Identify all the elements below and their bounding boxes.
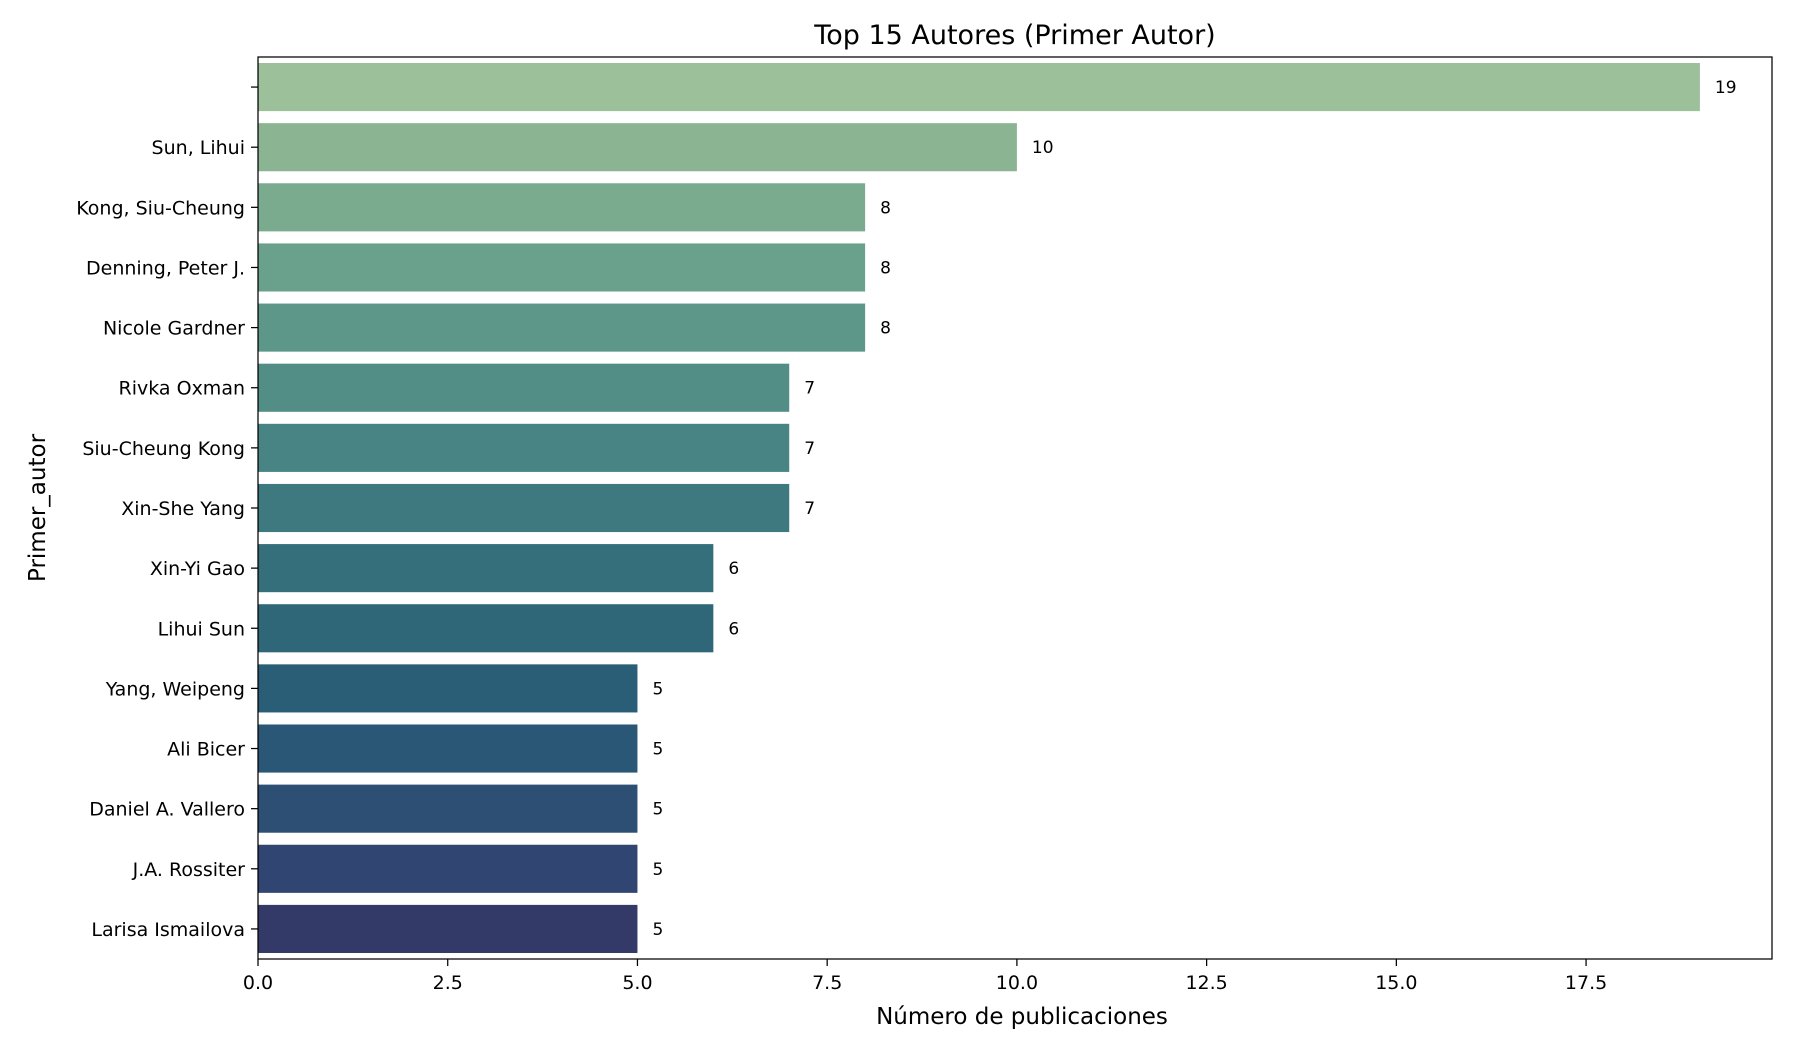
bar xyxy=(258,183,866,232)
y-tick-label: Xin-Yi Gao xyxy=(150,558,245,580)
x-tick-label: 10.0 xyxy=(996,972,1038,994)
bar xyxy=(258,363,790,412)
bar-value-label: 6 xyxy=(728,559,739,579)
bar xyxy=(258,63,1700,112)
y-tick-label: Denning, Peter J. xyxy=(86,257,245,279)
y-axis-label: Primer_autor xyxy=(25,433,51,582)
bar xyxy=(258,483,790,533)
value-labels-layer: 19 10 8 8 8 7 7 7 6 6 5 5 5 5 5 xyxy=(652,78,1736,940)
bar-value-label: 7 xyxy=(804,439,815,459)
x-axis-label: Número de publicaciones xyxy=(876,1004,1168,1030)
bar xyxy=(258,303,866,352)
y-tick-label: Yang, Weipeng xyxy=(105,678,245,700)
y-tick-label: Lihui Sun xyxy=(158,618,245,640)
bars-layer xyxy=(258,63,1700,953)
bar-value-label: 6 xyxy=(728,619,739,639)
bar xyxy=(258,724,638,773)
y-tick-label: Daniel A. Vallero xyxy=(89,799,245,821)
bar xyxy=(258,123,1017,172)
bar-value-label: 7 xyxy=(804,379,815,399)
bar-value-label: 7 xyxy=(804,499,815,519)
y-tick-label: Siu-Cheung Kong xyxy=(82,438,245,460)
x-axis-ticks: 0.0 2.5 5.0 7.5 10.0 12.5 15.0 17.5 xyxy=(243,959,1607,994)
y-tick-label: Rivka Oxman xyxy=(119,378,245,400)
bar xyxy=(258,844,638,893)
bar-value-label: 5 xyxy=(652,920,663,940)
bar-value-label: 19 xyxy=(1715,78,1737,98)
bar-value-label: 10 xyxy=(1032,138,1054,158)
x-tick-label: 2.5 xyxy=(433,972,463,994)
bar xyxy=(258,604,714,653)
x-tick-label: 5.0 xyxy=(622,972,652,994)
bar-value-label: 5 xyxy=(652,860,663,880)
y-tick-label: Ali Bicer xyxy=(167,739,245,761)
bar-value-label: 8 xyxy=(880,258,891,278)
bar xyxy=(258,664,638,713)
y-tick-label: J.A. Rossiter xyxy=(132,859,246,881)
bar xyxy=(258,784,638,833)
bar-value-label: 5 xyxy=(652,679,663,699)
bar-value-label: 5 xyxy=(652,800,663,820)
y-tick-label: Nicole Gardner xyxy=(103,318,245,340)
bar xyxy=(258,904,638,953)
y-tick-label: Xin-She Yang xyxy=(121,498,245,520)
y-axis-ticks: Sun, Lihui Kong, Siu-Cheung Denning, Peter… xyxy=(76,86,258,941)
x-tick-label: 7.5 xyxy=(812,972,842,994)
bar xyxy=(258,423,790,472)
x-tick-label: 17.5 xyxy=(1565,972,1607,994)
bar xyxy=(258,544,714,593)
y-tick-label: Sun, Lihui xyxy=(152,137,245,159)
bar xyxy=(258,243,866,292)
x-tick-label: 15.0 xyxy=(1375,972,1417,994)
y-tick-label: Kong, Siu-Cheung xyxy=(76,197,245,219)
bar-value-label: 5 xyxy=(652,740,663,760)
bar-value-label: 8 xyxy=(880,198,891,218)
x-tick-label: 12.5 xyxy=(1185,972,1227,994)
x-tick-label: 0.0 xyxy=(243,972,273,994)
chart-title: Top 15 Autores (Primer Autor) xyxy=(813,20,1215,51)
bar-value-label: 8 xyxy=(880,319,891,339)
y-tick-label: Larisa Ismailova xyxy=(91,919,245,941)
